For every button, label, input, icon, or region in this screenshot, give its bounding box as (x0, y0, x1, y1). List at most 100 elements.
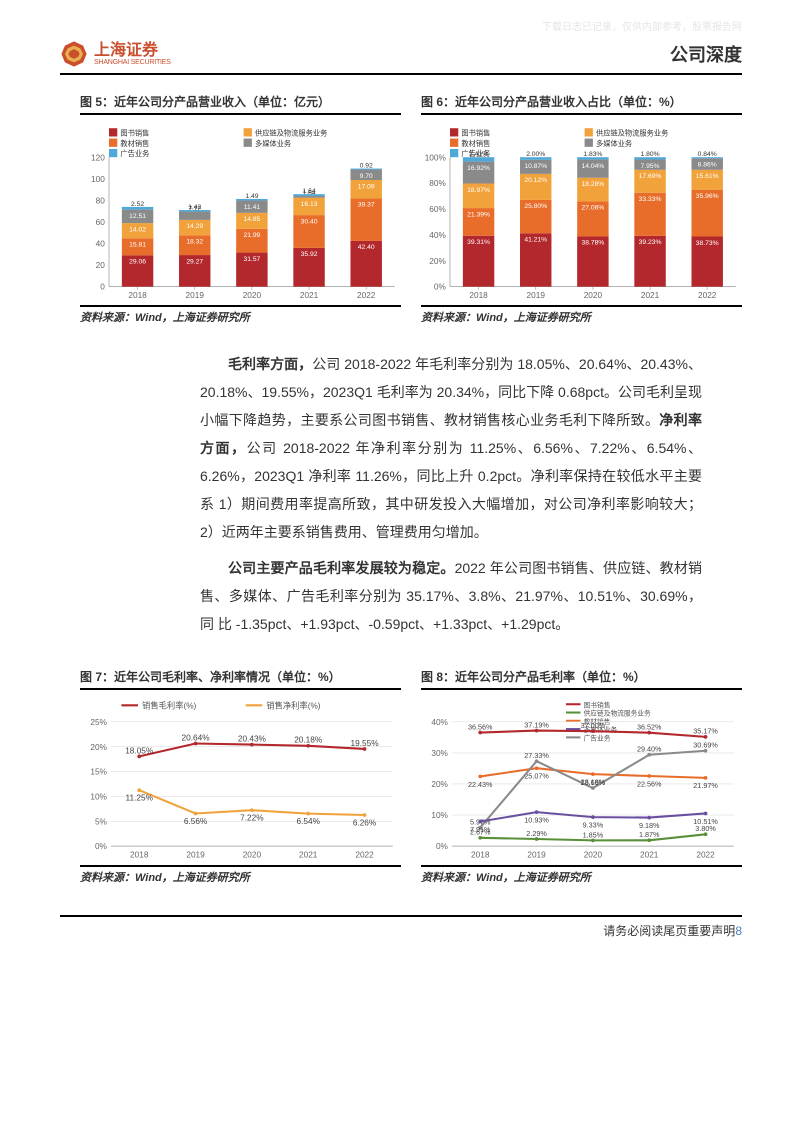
svg-text:18.97%: 18.97% (467, 187, 490, 194)
chart-7-title: 图 7：近年公司毛利率、净利率情况（单位：%） (80, 668, 401, 690)
paragraph-1: 毛利率方面，公司 2018-2022 年毛利率分别为 18.05%、20.64%… (200, 350, 702, 546)
svg-text:10.93%: 10.93% (524, 816, 549, 825)
svg-text:2018: 2018 (130, 851, 149, 860)
svg-text:18.28%: 18.28% (581, 181, 604, 188)
svg-text:21.99: 21.99 (243, 232, 260, 239)
svg-text:0.92: 0.92 (360, 163, 373, 170)
chart-7-svg: 销售毛利率(%)销售净利率(%)0%5%10%15%20%25%20182019… (80, 697, 401, 863)
svg-text:15.81: 15.81 (129, 242, 146, 249)
svg-text:60: 60 (96, 218, 106, 227)
svg-text:1.64: 1.64 (303, 188, 316, 195)
p2-bold: 公司主要产品毛利率发展较为稳定。 (228, 560, 455, 576)
svg-text:11.25%: 11.25% (126, 794, 154, 803)
page-number: 8 (735, 924, 742, 938)
svg-text:7.22%: 7.22% (240, 814, 264, 823)
svg-text:2021: 2021 (641, 291, 660, 300)
svg-text:16.92%: 16.92% (467, 165, 490, 172)
svg-text:9.70: 9.70 (360, 173, 373, 180)
svg-text:16.13: 16.13 (301, 201, 318, 208)
svg-text:2018: 2018 (128, 291, 147, 300)
svg-text:36.52%: 36.52% (637, 723, 662, 732)
svg-text:3.41%: 3.41% (469, 151, 488, 158)
svg-text:9.33%: 9.33% (583, 821, 604, 830)
chart-7-source: 资料来源：Wind，上海证券研究所 (80, 867, 401, 885)
svg-text:2.67%: 2.67% (470, 828, 491, 837)
svg-text:20.43%: 20.43% (238, 735, 267, 744)
svg-text:10%: 10% (90, 793, 107, 802)
chart-5-source: 资料来源：Wind，上海证券研究所 (80, 307, 401, 325)
chart-8-block: 图 8：近年公司分产品毛利率（单位：%） 图书销售供应链及物流服务业务教材销售多… (421, 668, 742, 885)
svg-text:18.05%: 18.05% (125, 746, 154, 755)
svg-text:60%: 60% (429, 205, 446, 214)
svg-text:20: 20 (96, 261, 106, 270)
svg-text:10%: 10% (431, 811, 448, 820)
footer-text: 请务必阅读尾页重要声明 (603, 924, 735, 938)
svg-text:31.57: 31.57 (243, 256, 260, 263)
svg-text:20%: 20% (90, 743, 107, 752)
svg-text:14.02: 14.02 (129, 226, 146, 233)
chart-5-svg: 图书销售供应链及物流服务业务教材销售多媒体业务广告业务0204060801001… (80, 122, 401, 303)
svg-text:2018: 2018 (469, 291, 488, 300)
svg-text:19.55%: 19.55% (351, 739, 380, 748)
chart-8-title: 图 8：近年公司分产品毛利率（单位：%） (421, 668, 742, 690)
svg-text:1.85%: 1.85% (583, 830, 604, 839)
svg-text:15%: 15% (90, 768, 107, 777)
svg-text:销售净利率(%): 销售净利率(%) (266, 701, 320, 711)
svg-text:20.18%: 20.18% (294, 736, 323, 745)
page-header: 上海证券 SHANGHAI SECURITIES 公司深度 (60, 40, 742, 75)
svg-text:供应链及物流服务业务: 供应链及物流服务业务 (584, 709, 651, 718)
svg-text:2021: 2021 (299, 851, 318, 860)
paragraph-2: 公司主要产品毛利率发展较为稳定。2022 年公司图书销售、供应链、教材销售、多媒… (200, 554, 702, 638)
chart-6-title: 图 6：近年公司分产品营业收入占比（单位：%） (421, 93, 742, 115)
svg-text:10.87%: 10.87% (524, 163, 547, 170)
logo-icon (60, 40, 88, 68)
svg-text:2021: 2021 (300, 291, 319, 300)
svg-text:2020: 2020 (584, 291, 603, 300)
svg-text:20.12%: 20.12% (524, 177, 547, 184)
svg-text:21.39%: 21.39% (467, 211, 490, 218)
svg-text:销售毛利率(%): 销售毛利率(%) (142, 701, 196, 711)
svg-text:35.96%: 35.96% (696, 193, 719, 200)
svg-text:11.41: 11.41 (244, 204, 261, 211)
svg-text:18.69%: 18.69% (581, 778, 606, 787)
svg-text:33.33%: 33.33% (639, 196, 662, 203)
svg-text:6.56%: 6.56% (184, 817, 208, 826)
svg-text:22.56%: 22.56% (637, 780, 662, 789)
svg-text:图书销售: 图书销售 (120, 128, 149, 137)
svg-text:39.37: 39.37 (358, 202, 375, 209)
svg-text:37.19%: 37.19% (524, 721, 549, 730)
chart-6-svg: 图书销售供应链及物流服务业务教材销售多媒体业务广告业务0%20%40%60%80… (421, 122, 742, 303)
svg-text:0%: 0% (436, 842, 449, 851)
svg-text:40%: 40% (429, 231, 446, 240)
footer: 请务必阅读尾页重要声明8 (60, 915, 742, 939)
chart-7-block: 图 7：近年公司毛利率、净利率情况（单位：%） 销售毛利率(%) 销售净利率(%)… (80, 668, 401, 885)
chart-5-title: 图 5：近年公司分产品营业收入（单位：亿元） (80, 93, 401, 115)
svg-text:2.29%: 2.29% (526, 829, 547, 838)
svg-text:100%: 100% (425, 153, 447, 162)
svg-text:35.92: 35.92 (301, 251, 318, 258)
svg-text:1.49: 1.49 (245, 193, 258, 200)
svg-text:0.84%: 0.84% (698, 151, 717, 158)
svg-text:20%: 20% (429, 257, 446, 266)
svg-text:2019: 2019 (186, 291, 205, 300)
svg-text:29.06: 29.06 (129, 259, 146, 266)
svg-text:5%: 5% (95, 818, 108, 827)
svg-text:30.69%: 30.69% (693, 741, 718, 750)
svg-text:30%: 30% (431, 749, 448, 758)
svg-text:2022: 2022 (696, 851, 715, 860)
svg-text:20%: 20% (431, 780, 448, 789)
svg-text:6.26%: 6.26% (353, 819, 377, 828)
svg-text:42.40: 42.40 (358, 244, 375, 251)
logo: 上海证券 SHANGHAI SECURITIES (60, 40, 171, 68)
svg-text:2022: 2022 (698, 291, 717, 300)
svg-text:38.78%: 38.78% (581, 240, 604, 247)
svg-text:教材销售: 教材销售 (461, 139, 490, 148)
svg-text:供应链及物流服务业务: 供应链及物流服务业务 (255, 128, 327, 137)
svg-text:2.52: 2.52 (131, 201, 144, 208)
svg-text:6.54%: 6.54% (296, 817, 320, 826)
svg-text:14.85: 14.85 (243, 216, 260, 223)
body-text: 毛利率方面，公司 2018-2022 年毛利率分别为 18.05%、20.64%… (200, 350, 702, 638)
svg-text:2022: 2022 (357, 291, 376, 300)
svg-text:25%: 25% (90, 718, 107, 727)
svg-text:36.56%: 36.56% (468, 723, 493, 732)
